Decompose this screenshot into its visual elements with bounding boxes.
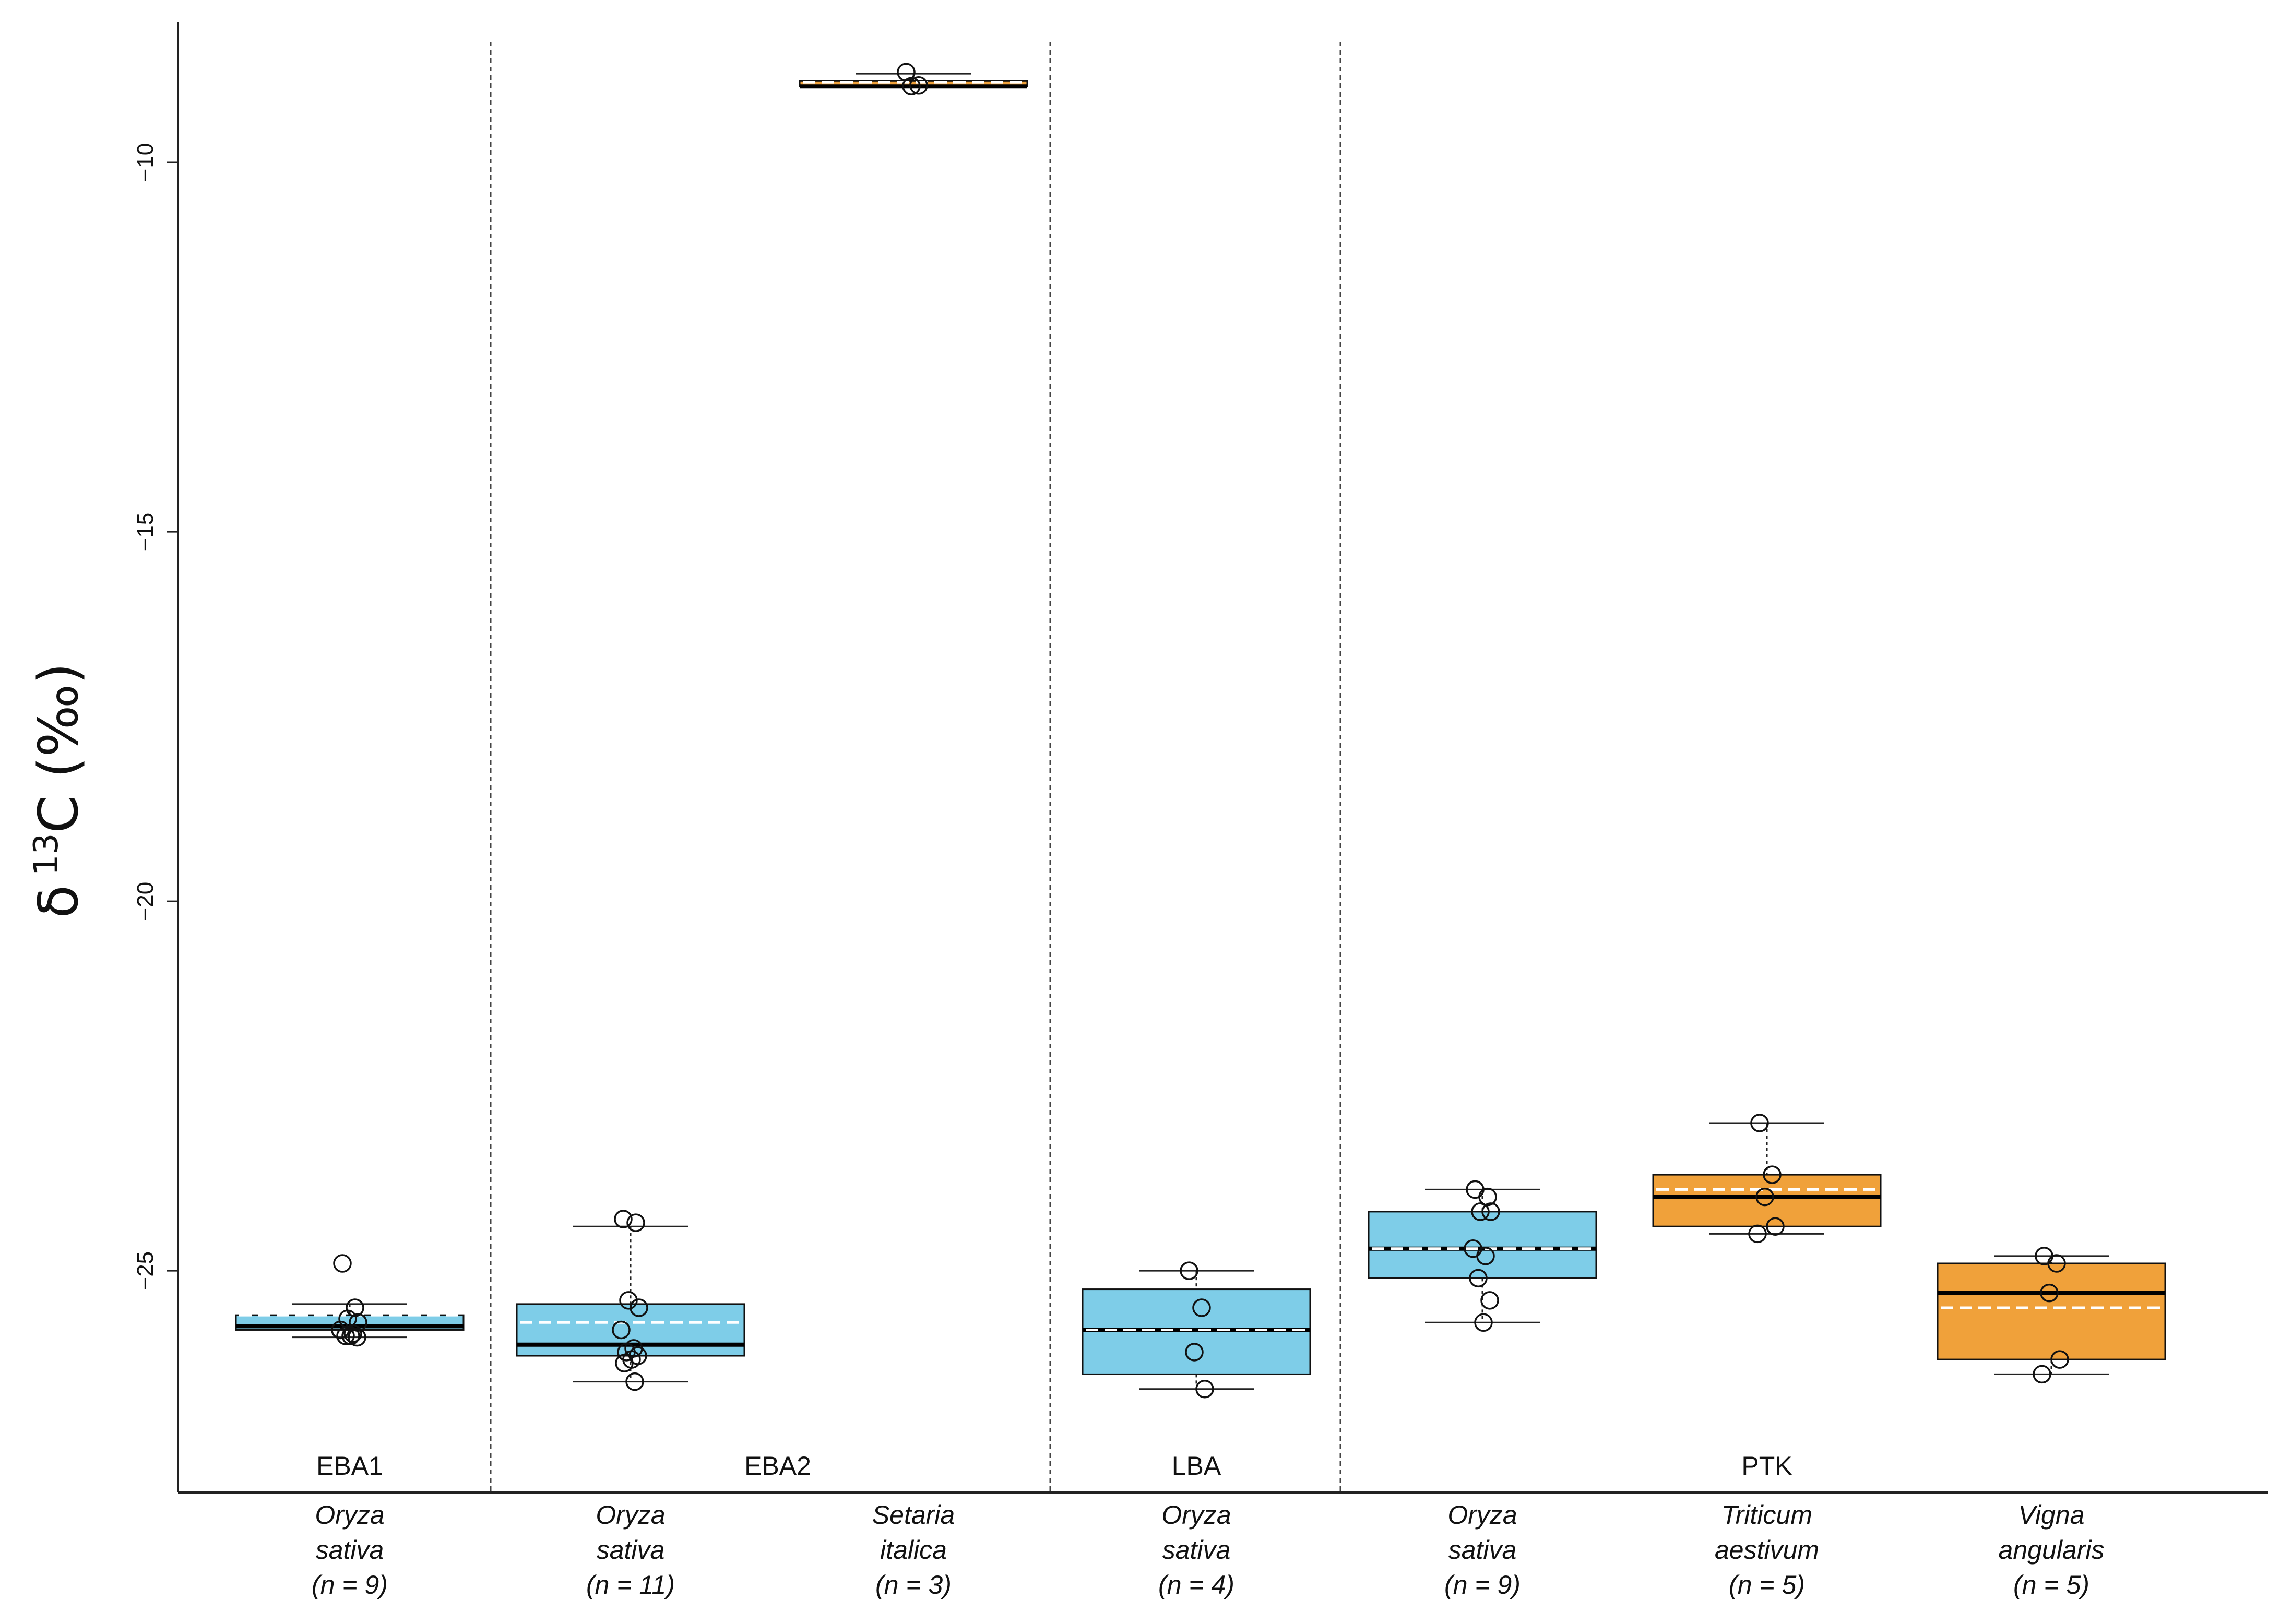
category-genus: Triticum	[1721, 1500, 1812, 1530]
data-point	[625, 1372, 644, 1391]
y-axis-title: δ 13C (‰)	[27, 663, 90, 918]
period-separators	[490, 42, 1341, 1492]
category-species: sativa	[1162, 1535, 1231, 1565]
boxplot-group	[516, 1210, 745, 1391]
y-axis-title-superscript: 13	[27, 833, 66, 876]
box	[1368, 1211, 1597, 1279]
category-label: Oryza sativa (n = 11)	[586, 1500, 675, 1599]
data-point	[902, 77, 921, 95]
category-n: (n = 9)	[1444, 1570, 1521, 1599]
period-label: LBA	[1172, 1451, 1221, 1480]
category-label: Triticum aestivum (n = 5)	[1715, 1500, 1819, 1599]
category-genus: Oryza	[315, 1500, 384, 1530]
data-point	[1766, 1217, 1785, 1236]
category-species: italica	[880, 1535, 947, 1565]
data-point	[1469, 1269, 1488, 1288]
category-species: sativa	[316, 1535, 384, 1565]
data-point	[1480, 1291, 1499, 1310]
data-point	[1180, 1261, 1198, 1280]
data-point	[2033, 1365, 2051, 1384]
period-label: EBA2	[744, 1451, 811, 1480]
category-genus: Vigna	[2018, 1500, 2085, 1530]
box	[1937, 1262, 2166, 1360]
boxplot-group	[235, 1254, 465, 1347]
boxplot-group	[1368, 1180, 1597, 1332]
data-point	[1478, 1187, 1497, 1207]
y-tick-label: −10	[133, 143, 158, 182]
boxplot-group	[1652, 1114, 1882, 1244]
data-point	[1476, 1247, 1495, 1265]
y-ticks: −10 −15 −20 −25	[133, 143, 178, 1291]
category-genus: Oryza	[596, 1500, 665, 1530]
data-point	[630, 1298, 648, 1317]
data-point	[1763, 1165, 1782, 1184]
data-point	[909, 76, 928, 95]
data-point	[331, 1320, 350, 1340]
category-label: Vigna angularis (n = 5)	[1999, 1500, 2105, 1599]
category-genus: Oryza	[1447, 1500, 1517, 1530]
category-n: (n = 3)	[875, 1570, 952, 1599]
category-label: Oryza sativa (n = 4)	[1158, 1500, 1234, 1599]
axes	[177, 22, 2268, 1494]
y-tick-label: −15	[133, 512, 158, 552]
data-point	[341, 1327, 360, 1345]
data-point	[343, 1324, 362, 1343]
boxplots	[235, 63, 2166, 1399]
box	[1652, 1174, 1882, 1227]
data-point	[1481, 1202, 1500, 1221]
period-labels: EBA1 EBA2 LBA PTK	[316, 1451, 1792, 1480]
boxplot-group	[799, 63, 1028, 95]
category-species: sativa	[597, 1535, 665, 1565]
category-labels: Oryza sativa (n = 9) Oryza sativa (n = 11) Set…	[312, 1500, 2104, 1599]
data-point	[336, 1327, 355, 1345]
category-n: (n = 9)	[312, 1570, 388, 1599]
period-label: EBA1	[316, 1451, 383, 1480]
data-point	[1748, 1224, 1767, 1244]
category-label: Setaria italica (n = 3)	[872, 1500, 955, 1599]
category-n: (n = 4)	[1158, 1570, 1234, 1599]
data-point	[1750, 1114, 1769, 1132]
data-point	[333, 1254, 352, 1273]
category-n: (n = 11)	[586, 1570, 675, 1599]
boxplot-group	[1937, 1247, 2166, 1384]
data-point	[1471, 1202, 1490, 1221]
box	[516, 1303, 745, 1357]
data-point	[614, 1210, 633, 1228]
data-point	[1195, 1379, 1214, 1399]
data-point	[1755, 1187, 1774, 1207]
data-point	[2050, 1350, 2069, 1369]
data-point	[1185, 1343, 1204, 1362]
category-n: (n = 5)	[2013, 1570, 2089, 1599]
data-point	[626, 1213, 645, 1232]
data-point	[2040, 1283, 2059, 1303]
y-tick-label: −25	[133, 1251, 158, 1291]
category-species: sativa	[1448, 1535, 1517, 1565]
data-point	[612, 1320, 631, 1340]
data-point	[348, 1328, 366, 1347]
data-point	[615, 1354, 634, 1372]
category-genus: Setaria	[872, 1500, 955, 1530]
category-species: angularis	[1999, 1535, 2105, 1565]
data-point	[1192, 1298, 1211, 1317]
boxplot-group	[1082, 1261, 1311, 1399]
data-point	[2047, 1254, 2066, 1273]
category-genus: Oryza	[1161, 1500, 1231, 1530]
category-n: (n = 5)	[1729, 1570, 1805, 1599]
category-label: Oryza sativa (n = 9)	[312, 1500, 388, 1599]
data-point	[1474, 1313, 1493, 1332]
y-axis-title-prefix: δ	[27, 885, 90, 918]
y-axis-title-main: C (‰)	[27, 663, 90, 833]
period-label: PTK	[1741, 1451, 1792, 1480]
category-label: Oryza sativa (n = 9)	[1444, 1500, 1521, 1599]
category-species: aestivum	[1715, 1535, 1819, 1565]
y-tick-label: −20	[133, 882, 158, 921]
